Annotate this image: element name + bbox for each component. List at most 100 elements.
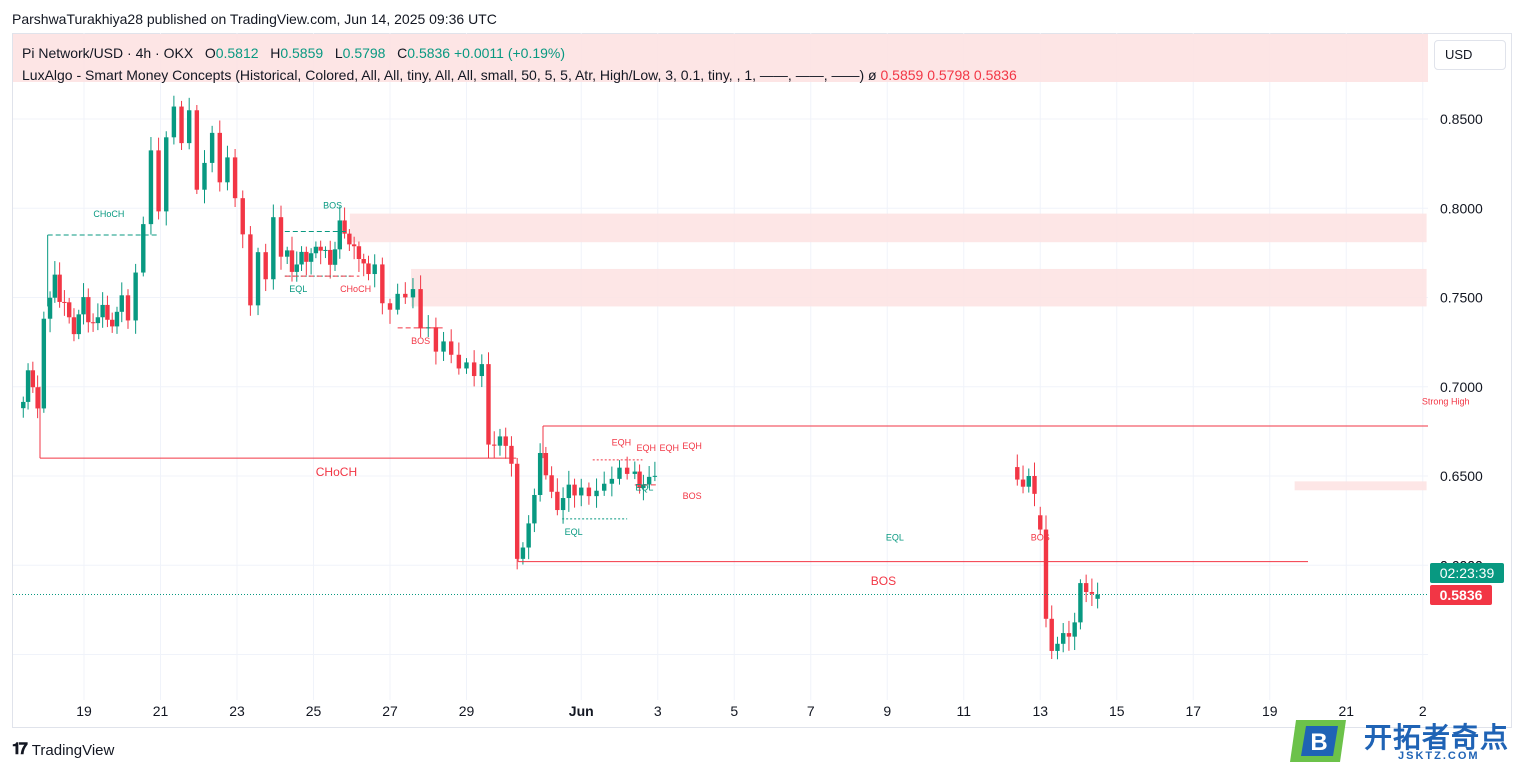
x-axis-tick-label: 3 bbox=[654, 703, 662, 719]
candle-body bbox=[356, 246, 362, 260]
candle-body bbox=[549, 475, 554, 492]
candle-body bbox=[125, 295, 131, 321]
structure-label: EQL bbox=[289, 284, 307, 294]
candle-body bbox=[30, 370, 36, 388]
x-axis-tick-label: Jun bbox=[569, 703, 594, 719]
candle-body bbox=[133, 272, 138, 321]
y-axis-tick-label: 0.8500 bbox=[1440, 111, 1483, 127]
indicator-value-2: 0.5798 bbox=[927, 67, 971, 83]
candle-body bbox=[66, 302, 72, 318]
x-axis-tick-label: 7 bbox=[807, 703, 815, 719]
y-axis-tick-label: 0.8000 bbox=[1440, 200, 1483, 216]
candle-body bbox=[57, 274, 62, 302]
close-value: 0.5836 bbox=[407, 45, 451, 61]
candle-body bbox=[492, 444, 497, 446]
candle-body bbox=[209, 132, 215, 163]
symbol-name[interactable]: Pi Network/USD · 4h · OKX bbox=[22, 45, 194, 61]
candle-body bbox=[271, 217, 276, 280]
candle-body bbox=[1043, 529, 1049, 619]
candle-body bbox=[318, 246, 323, 251]
candle-body bbox=[366, 263, 371, 275]
candle-body bbox=[141, 224, 146, 273]
candle-body bbox=[637, 471, 642, 489]
x-axis-tick-label: 21 bbox=[153, 703, 169, 719]
countdown-text: 02:23:39 bbox=[1440, 565, 1495, 581]
order-block-zone bbox=[349, 213, 1427, 243]
candle-body bbox=[299, 251, 304, 265]
candle-body bbox=[1038, 515, 1043, 530]
candle-body bbox=[609, 478, 615, 484]
candle-body bbox=[194, 110, 200, 190]
candle-body bbox=[418, 289, 423, 329]
candle-body bbox=[520, 547, 526, 559]
x-axis-tick-label: 23 bbox=[229, 703, 245, 719]
open-value: 0.5812 bbox=[215, 45, 259, 61]
candle-body bbox=[403, 293, 408, 298]
candle-body bbox=[105, 304, 110, 320]
structure-label: EQH bbox=[682, 441, 702, 451]
x-axis-tick-label: 29 bbox=[459, 703, 475, 719]
candle-body bbox=[114, 311, 120, 327]
x-axis-tick-label: 19 bbox=[1262, 703, 1278, 719]
candle-body bbox=[119, 295, 124, 312]
order-block-zone bbox=[411, 268, 1427, 307]
candle-body bbox=[1061, 633, 1066, 644]
candle-body bbox=[110, 319, 115, 327]
high-label: H bbox=[270, 45, 281, 61]
y-axis-tick-label: 0.7500 bbox=[1440, 290, 1483, 306]
x-axis-tick-label: 11 bbox=[956, 703, 971, 719]
candle-body bbox=[285, 250, 290, 257]
candle-body bbox=[1095, 594, 1100, 599]
candle-body bbox=[263, 252, 268, 280]
close-label: C bbox=[397, 45, 408, 61]
watermark-badge-icon: B bbox=[1290, 720, 1346, 762]
structure-label: CHoCH bbox=[93, 209, 124, 219]
candle-body bbox=[248, 234, 253, 306]
candle-body bbox=[1083, 583, 1089, 593]
candle-body bbox=[81, 297, 86, 315]
candle-body bbox=[372, 264, 377, 275]
indicator-name[interactable]: LuxAlgo - Smart Money Concepts (Historic… bbox=[22, 67, 865, 83]
structure-label: CHoCH bbox=[316, 465, 357, 479]
candle-body bbox=[543, 453, 549, 476]
candle-body bbox=[456, 354, 462, 369]
candle-body bbox=[464, 362, 469, 369]
currency-button[interactable]: USD bbox=[1434, 40, 1506, 70]
candle-body bbox=[1049, 618, 1054, 651]
candle-body bbox=[337, 220, 342, 250]
structure-label: BOS bbox=[323, 200, 342, 210]
candle-body bbox=[441, 341, 446, 352]
x-axis-tick-label: 25 bbox=[306, 703, 322, 719]
candle-body bbox=[602, 483, 607, 491]
candle-body bbox=[278, 217, 284, 257]
candle-body bbox=[313, 246, 319, 254]
candle-body bbox=[186, 110, 192, 144]
structure-label: BOS bbox=[871, 574, 896, 588]
x-axis-tick-label: 15 bbox=[1109, 703, 1125, 719]
tradingview-logo[interactable]: 𝟏𝟕 TradingView bbox=[12, 741, 114, 759]
low-value: 0.5798 bbox=[342, 45, 386, 61]
candle-body bbox=[47, 297, 53, 319]
watermark-subtext: JSKTZ.COM bbox=[1398, 750, 1480, 762]
candle-body bbox=[433, 327, 439, 352]
candle-body bbox=[641, 484, 646, 489]
candle-body bbox=[1032, 476, 1037, 494]
candle-body bbox=[509, 445, 514, 464]
candle-body bbox=[1066, 633, 1072, 637]
y-axis-tick-label: 0.6500 bbox=[1440, 468, 1483, 484]
candle-body bbox=[1089, 592, 1095, 594]
candle-body bbox=[289, 250, 295, 272]
low-label: L bbox=[334, 45, 343, 61]
price-chart[interactable]: 0.60000.65000.70000.75000.80000.85001921… bbox=[0, 0, 1524, 730]
candle-body bbox=[202, 162, 207, 190]
candle-body bbox=[566, 484, 572, 499]
svg-text:B: B bbox=[1310, 729, 1327, 756]
candle-body bbox=[526, 523, 531, 548]
candle-body bbox=[240, 198, 245, 235]
structure-label: EQH bbox=[612, 438, 632, 448]
last-price-text: 0.5836 bbox=[1440, 587, 1483, 603]
candle-body bbox=[21, 401, 26, 409]
candle-body bbox=[555, 491, 560, 511]
chart-frame bbox=[12, 33, 1512, 728]
candle-body bbox=[332, 249, 338, 265]
